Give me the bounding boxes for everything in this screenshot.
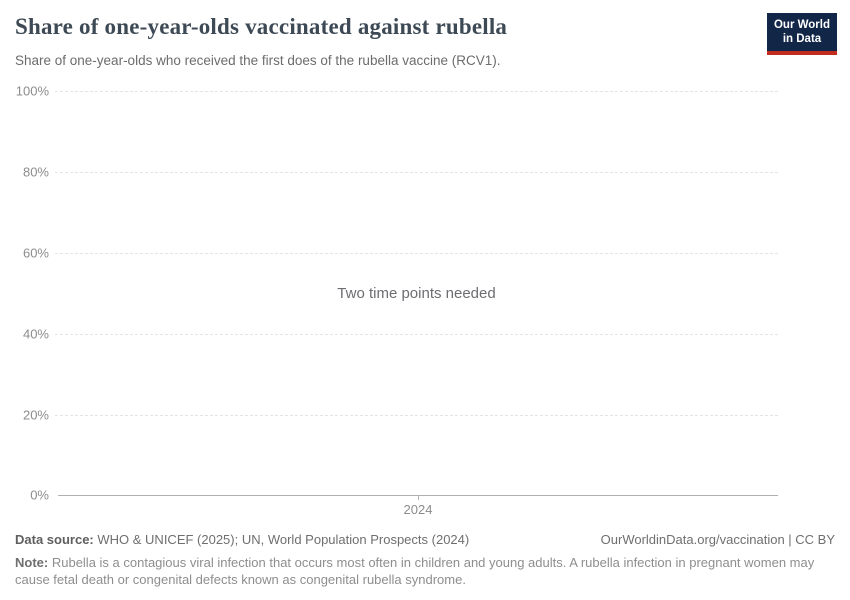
owid-logo: Our World in Data bbox=[767, 13, 837, 55]
gridline bbox=[55, 172, 778, 173]
note: Note: Rubella is a contagious viral infe… bbox=[15, 555, 835, 588]
data-source: Data source: WHO & UNICEF (2025); UN, Wo… bbox=[15, 532, 469, 548]
gridline bbox=[55, 91, 778, 92]
x-axis-tick-label: 2024 bbox=[403, 502, 433, 517]
note-line2: cause fetal death or congenital defects … bbox=[15, 571, 466, 587]
data-source-text: WHO & UNICEF (2025); UN, World Populatio… bbox=[97, 532, 470, 547]
source-line: Data source: WHO & UNICEF (2025); UN, Wo… bbox=[15, 532, 835, 548]
page-title: Share of one-year-olds vaccinated agains… bbox=[15, 14, 508, 39]
note-label: Note: bbox=[15, 555, 49, 570]
gridline bbox=[55, 415, 778, 416]
gridline bbox=[55, 253, 778, 254]
owid-logo-line1: Our World bbox=[773, 19, 830, 31]
gridline bbox=[55, 334, 778, 335]
x-axis-line bbox=[58, 495, 778, 496]
y-axis-tick-label: 100% bbox=[15, 83, 49, 99]
empty-state-message: Two time points needed bbox=[337, 285, 496, 302]
y-axis-tick-label: 80% bbox=[22, 164, 49, 180]
chart-footer: Data source: WHO & UNICEF (2025); UN, Wo… bbox=[15, 532, 835, 588]
y-axis-tick-label: 60% bbox=[22, 245, 49, 261]
y-axis-tick-label: 40% bbox=[22, 326, 49, 342]
citation-link[interactable]: OurWorldinData.org/vaccination | CC BY bbox=[600, 532, 835, 547]
note-line1: Rubella is a contagious viral infection … bbox=[51, 555, 815, 570]
y-axis-tick-label: 0% bbox=[30, 487, 49, 503]
x-axis-tick-mark bbox=[418, 496, 419, 500]
page-subtitle: Share of one-year-olds who received the … bbox=[15, 53, 501, 68]
y-axis-tick-label: 20% bbox=[22, 407, 49, 423]
owid-logo-line2: in Data bbox=[782, 33, 822, 45]
data-source-label: Data source: bbox=[15, 532, 94, 547]
